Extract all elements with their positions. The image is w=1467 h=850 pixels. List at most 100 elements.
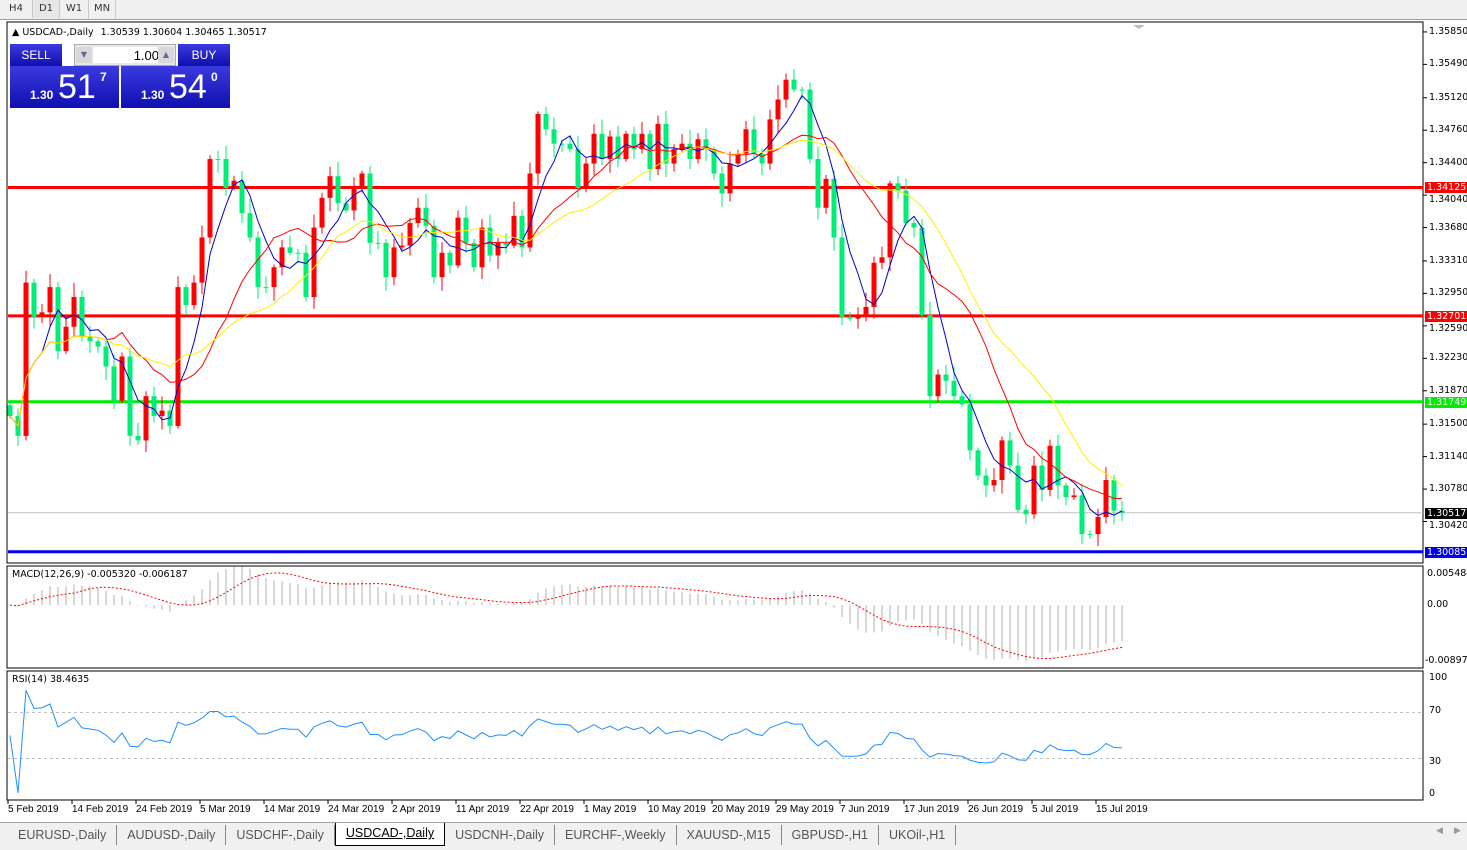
candle-bearish <box>431 225 437 278</box>
candle-bearish <box>983 475 989 486</box>
candle-bullish <box>39 312 45 317</box>
timeframe-mn[interactable]: MN <box>89 0 116 18</box>
price-axis-label: 1.30420 <box>1429 519 1467 531</box>
candle-bullish <box>863 306 869 317</box>
candle-bullish <box>935 374 941 397</box>
price-axis-label: 1.34400 <box>1429 156 1467 168</box>
candle-bearish <box>975 450 981 476</box>
candle-bearish <box>687 143 693 160</box>
candle-bearish <box>367 173 373 243</box>
candle-bullish <box>535 113 541 174</box>
candle-bearish <box>895 183 901 191</box>
candle-bullish <box>1071 495 1077 498</box>
macd-signal-line <box>9 572 1123 660</box>
rsi-panel-frame <box>6 670 1424 801</box>
sell-button[interactable]: SELL <box>10 44 62 67</box>
candle-bullish <box>63 326 69 352</box>
chart-tab[interactable]: USDCAD-,Daily <box>334 823 446 846</box>
moving-average-fast <box>9 94 1123 517</box>
candle-bullish <box>871 262 877 307</box>
candle-bearish <box>343 203 349 211</box>
lot-size-stepper[interactable]: ▼ ▲ <box>74 44 176 66</box>
candle-bullish <box>743 129 749 154</box>
macd-axis-zero: 0.00 <box>1427 599 1449 610</box>
ask-price-button[interactable]: 1.30 54 0 <box>121 66 230 108</box>
chart-tab[interactable]: EURUSD-,Daily <box>8 825 118 845</box>
price-axis-label: 1.33310 <box>1429 254 1467 266</box>
hline-price-tag: 1.34125 <box>1425 182 1467 194</box>
bid-big: 51 <box>58 68 96 106</box>
hline-price-tag: 1.30085 <box>1425 546 1467 558</box>
buy-button[interactable]: BUY <box>178 44 230 67</box>
candle-bearish <box>1055 445 1061 486</box>
macd-axis-min: -0.008973 <box>1425 655 1467 666</box>
candle-bearish <box>255 237 261 288</box>
candle-bearish <box>95 341 101 347</box>
chart-tab[interactable]: USDCHF-,Daily <box>226 825 335 845</box>
candle-bearish <box>447 252 453 266</box>
candle-bullish <box>623 133 629 160</box>
candle-bearish <box>263 287 269 289</box>
candle-bullish <box>119 356 125 401</box>
timeframe-h4[interactable]: H4 <box>0 0 33 18</box>
candle-bearish <box>55 287 61 352</box>
date-label: 5 Jul 2019 <box>1032 804 1079 815</box>
candle-bearish <box>375 242 381 244</box>
chart-tab[interactable]: EURCHF-,Weekly <box>555 825 677 845</box>
price-axis-label: 1.34040 <box>1429 194 1467 206</box>
timeframe-d1[interactable]: D1 <box>33 0 60 18</box>
candle-bearish <box>599 133 605 160</box>
candle-bearish <box>1023 509 1029 515</box>
candle-bullish <box>591 133 597 164</box>
candle-bearish <box>1007 440 1013 466</box>
date-label: 5 Feb 2019 <box>8 804 59 815</box>
chart-tab[interactable]: UKOil-,H1 <box>879 825 957 845</box>
candle-bearish <box>239 180 245 214</box>
price-axis-label: 1.33680 <box>1429 221 1467 233</box>
price-axis-label: 1.30780 <box>1429 483 1467 495</box>
candle-bearish <box>911 223 917 228</box>
current-price-tag: 1.30517 <box>1425 507 1467 519</box>
candle-bearish <box>943 374 949 381</box>
tab-scroll-right-icon[interactable]: ▶ <box>1454 826 1461 836</box>
chart-tab[interactable]: USDCNH-,Daily <box>445 825 556 845</box>
date-label: 26 Jun 2019 <box>968 804 1024 815</box>
candle-bearish <box>151 396 157 417</box>
price-axis-label: 1.31500 <box>1429 418 1467 430</box>
moving-average-mid <box>9 134 1123 500</box>
chart-tab[interactable]: AUDUSD-,Daily <box>117 825 227 845</box>
candle-bullish <box>271 267 277 288</box>
candle-bearish <box>1063 485 1069 498</box>
price-axis-label: 1.32950 <box>1429 287 1467 299</box>
chart-tab[interactable]: GBPUSD-,H1 <box>782 825 879 845</box>
candle-bearish <box>927 315 933 397</box>
increase-lot-icon[interactable]: ▲ <box>158 47 174 63</box>
date-label: 10 May 2019 <box>648 804 706 815</box>
candle-bearish <box>831 178 837 238</box>
lot-size-input[interactable] <box>93 47 161 63</box>
candle-bearish <box>215 159 221 161</box>
collapse-triangle-icon[interactable]: ▲ <box>12 27 20 38</box>
timeframe-w1[interactable]: W1 <box>60 0 89 18</box>
date-label: 1 May 2019 <box>584 804 637 815</box>
candle-bearish <box>423 207 429 226</box>
candle-bullish <box>23 282 29 436</box>
candle-bearish <box>567 143 573 150</box>
candle-bullish <box>415 207 421 224</box>
candle-bullish <box>583 163 589 188</box>
candle-bearish <box>559 143 565 145</box>
candle-bullish <box>1031 465 1037 515</box>
candle-bullish <box>679 143 685 150</box>
chart-tab[interactable]: XAUUSD-,M15 <box>677 825 782 845</box>
candle-bullish <box>143 396 149 441</box>
bid-price-button[interactable]: 1.30 51 7 <box>10 66 119 108</box>
tab-scroll-left-icon[interactable]: ◀ <box>1436 826 1443 836</box>
rsi-axis-0: 0 <box>1429 788 1436 799</box>
bid-prefix: 1.30 <box>30 88 54 102</box>
timeframe-toolbar: H4 D1 W1 MN <box>0 0 1467 20</box>
main-panel-frame <box>6 21 1424 564</box>
candle-bearish <box>967 404 973 451</box>
decrease-lot-icon[interactable]: ▼ <box>76 47 92 63</box>
candle-bearish <box>487 227 493 256</box>
